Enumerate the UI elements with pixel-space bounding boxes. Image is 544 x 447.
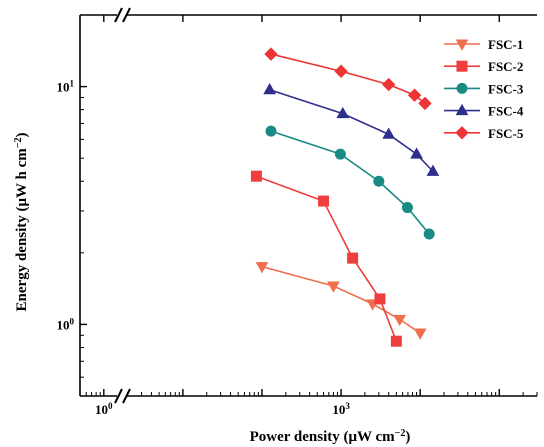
data-point: [327, 281, 340, 293]
axis-break: [114, 7, 131, 404]
legend: FSC-1 FSC-2 FSC-3 FSC-4 FSC-5: [444, 37, 524, 141]
legend-marker: [456, 60, 468, 72]
break-slash: [122, 7, 131, 23]
legend-item: FSC-1: [444, 37, 523, 52]
legend-item: FSC-5: [444, 126, 524, 141]
series-layer: [250, 47, 440, 347]
data-point: [318, 195, 330, 207]
legend-label: FSC-5: [488, 126, 524, 141]
break-gap-top: [117, 11, 127, 19]
legend-item: FSC-4: [444, 104, 524, 119]
data-point: [393, 314, 406, 327]
data-point: [347, 252, 359, 264]
data-point: [336, 106, 350, 119]
data-point: [263, 82, 277, 95]
plot-frame: [79, 14, 537, 397]
x-tick-label: 103: [332, 401, 350, 417]
legend-label: FSC-1: [488, 37, 523, 52]
data-point: [334, 64, 348, 78]
series-fsc-2: [250, 170, 402, 347]
legend-item: FSC-3: [444, 81, 524, 96]
legend-label: FSC-4: [488, 104, 524, 119]
data-point: [407, 88, 422, 102]
data-point: [250, 170, 262, 182]
series-line: [261, 265, 421, 334]
break-slash: [114, 388, 123, 404]
legend-marker: [455, 39, 469, 51]
series-fsc-1: [255, 262, 427, 340]
data-point: [265, 125, 277, 137]
break-slash: [122, 388, 131, 404]
data-point: [382, 127, 396, 139]
data-point: [373, 175, 385, 187]
data-point: [426, 164, 440, 176]
legend-marker: [455, 103, 469, 116]
legend-label: FSC-2: [488, 59, 523, 74]
legend-item: FSC-2: [444, 59, 523, 74]
data-point: [413, 328, 427, 340]
series-line: [270, 53, 426, 105]
legend-marker: [456, 82, 468, 94]
y-tick-label: 101: [57, 79, 75, 95]
data-point: [410, 147, 423, 159]
data-point: [390, 335, 402, 347]
x-tick-label: 100: [95, 401, 113, 417]
series-line: [269, 88, 434, 172]
break-gap-bottom: [117, 392, 127, 400]
data-point: [401, 202, 413, 214]
break-slash: [114, 7, 123, 23]
data-point: [374, 293, 386, 305]
legend-label: FSC-3: [488, 81, 524, 96]
y-axis-title: Energy density (μW h cm−2): [13, 133, 31, 312]
y-tick-label: 100: [57, 316, 75, 332]
ticks: 100 103 100 101: [57, 14, 538, 417]
data-point: [423, 228, 435, 240]
data-point: [264, 47, 278, 61]
series-fsc-5: [264, 47, 432, 111]
data-point: [418, 96, 432, 111]
legend-marker: [455, 126, 469, 140]
data-point: [381, 77, 396, 92]
data-point: [334, 148, 346, 160]
x-axis-title: Power density (μW cm−2): [250, 428, 411, 446]
data-point: [255, 262, 269, 274]
series-fsc-3: [265, 125, 435, 240]
series-fsc-4: [263, 82, 440, 176]
